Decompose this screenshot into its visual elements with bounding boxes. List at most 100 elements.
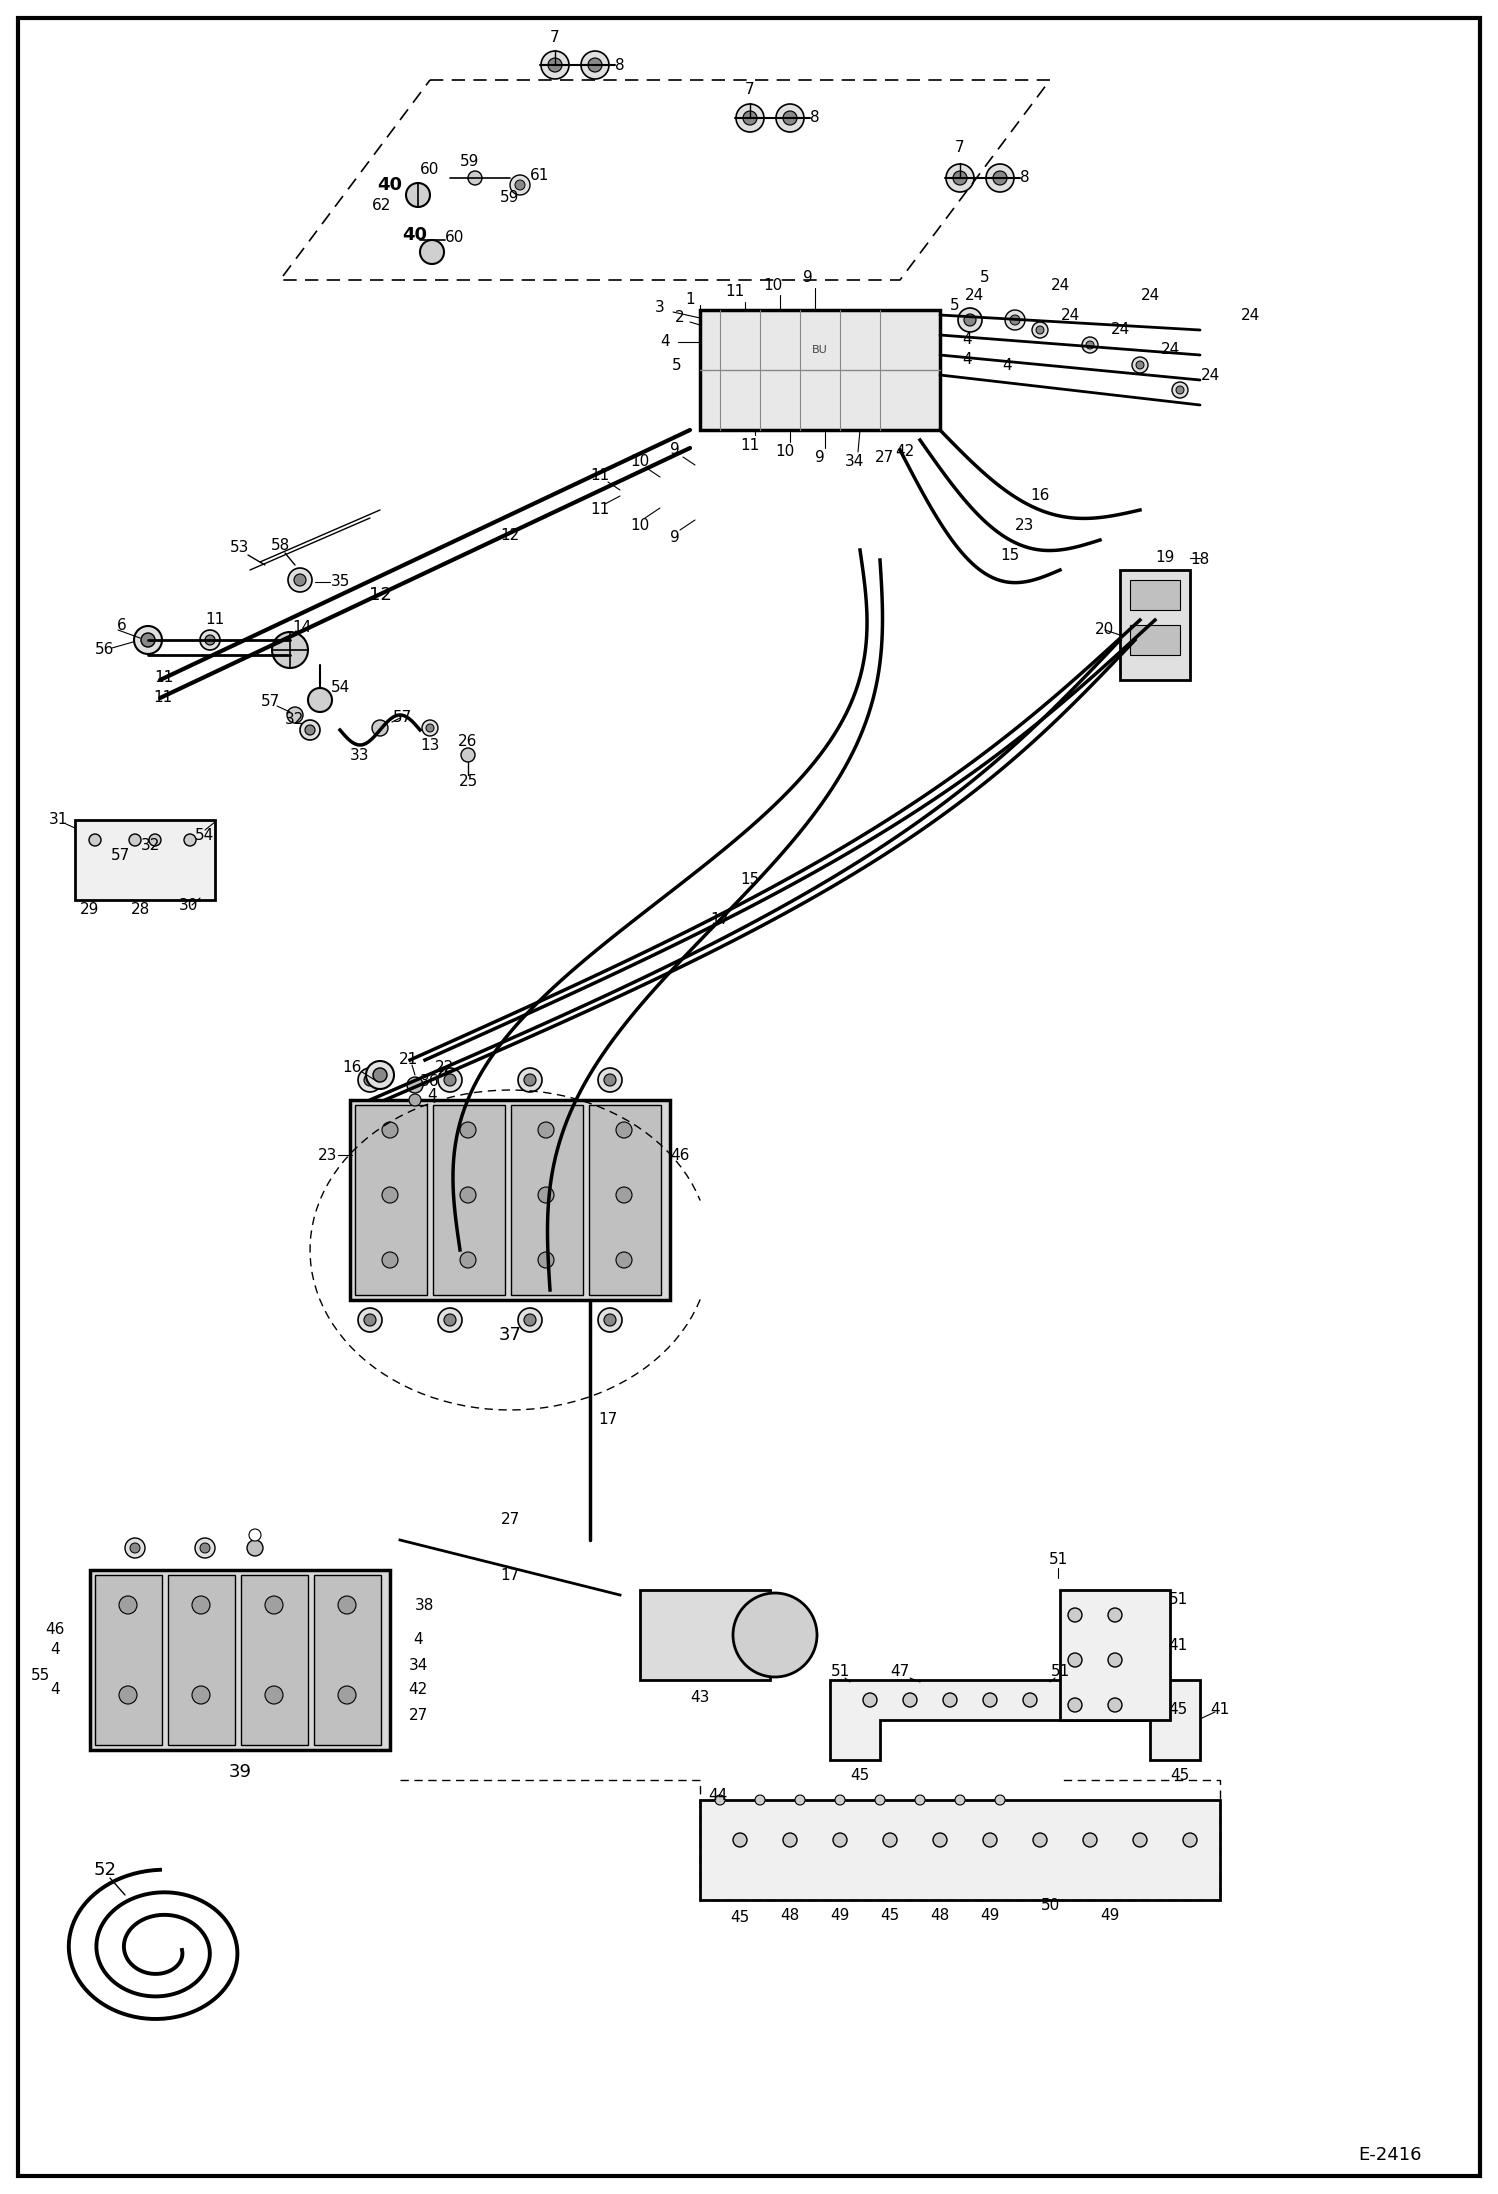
Circle shape	[947, 165, 974, 193]
Text: 11: 11	[590, 502, 610, 518]
Text: 55: 55	[30, 1667, 49, 1683]
Text: 24: 24	[1050, 276, 1070, 292]
Circle shape	[755, 1795, 765, 1806]
Circle shape	[419, 239, 443, 263]
Bar	[75, 821, 216, 900]
Text: 41: 41	[1210, 1703, 1230, 1718]
Circle shape	[300, 720, 321, 739]
Text: 23: 23	[318, 1147, 337, 1163]
Text: 26: 26	[458, 735, 478, 750]
Text: 49: 49	[830, 1907, 849, 1922]
Circle shape	[515, 180, 524, 191]
Circle shape	[953, 171, 968, 184]
Circle shape	[130, 1542, 139, 1553]
Text: 50: 50	[1041, 1898, 1059, 1913]
Text: 36: 36	[421, 1075, 440, 1090]
Text: 8: 8	[1020, 171, 1029, 186]
Circle shape	[509, 176, 530, 195]
Circle shape	[205, 634, 216, 645]
Circle shape	[524, 1075, 536, 1086]
Text: 31: 31	[48, 812, 67, 827]
Circle shape	[201, 630, 220, 649]
Text: 5: 5	[980, 270, 990, 285]
Circle shape	[795, 1795, 804, 1806]
Circle shape	[339, 1595, 357, 1615]
Text: E-2416: E-2416	[1359, 2146, 1422, 2163]
Circle shape	[965, 314, 977, 327]
Text: 24: 24	[1200, 369, 1219, 382]
Circle shape	[443, 1314, 455, 1325]
Circle shape	[1109, 1652, 1122, 1667]
Circle shape	[598, 1308, 622, 1332]
Text: 24: 24	[1061, 307, 1080, 323]
Circle shape	[776, 103, 804, 132]
Text: 62: 62	[373, 197, 391, 213]
Circle shape	[372, 720, 388, 735]
Text: 45: 45	[1170, 1768, 1189, 1782]
Text: 59: 59	[460, 154, 479, 169]
Text: 4: 4	[51, 1643, 60, 1656]
Text: 51: 51	[830, 1665, 849, 1678]
Text: 4: 4	[413, 1632, 422, 1648]
Text: 4: 4	[962, 333, 972, 347]
Circle shape	[467, 171, 482, 184]
Text: 13: 13	[421, 737, 440, 753]
Circle shape	[783, 1832, 797, 1847]
Text: BU: BU	[812, 344, 828, 355]
Text: 29: 29	[81, 902, 100, 917]
Circle shape	[1034, 1832, 1047, 1847]
Circle shape	[437, 1068, 461, 1093]
Text: 5: 5	[950, 298, 960, 312]
Text: 40: 40	[403, 226, 427, 244]
Circle shape	[986, 165, 1014, 193]
Circle shape	[616, 1253, 632, 1268]
Bar	[433, 1106, 505, 1294]
Text: 9: 9	[803, 270, 813, 285]
Text: 46: 46	[670, 1147, 689, 1163]
Bar	[1129, 579, 1180, 610]
Circle shape	[581, 50, 610, 79]
Bar	[241, 1575, 309, 1744]
Text: 58: 58	[270, 538, 289, 553]
Circle shape	[265, 1595, 283, 1615]
Polygon shape	[830, 1681, 1200, 1760]
Text: 24: 24	[1240, 307, 1260, 323]
Circle shape	[407, 1077, 422, 1093]
Text: 9: 9	[670, 531, 680, 546]
Circle shape	[1010, 316, 1020, 325]
Text: 41: 41	[1168, 1637, 1188, 1652]
Text: 34: 34	[845, 454, 864, 470]
Circle shape	[306, 724, 315, 735]
Circle shape	[1109, 1698, 1122, 1711]
Circle shape	[1083, 1832, 1097, 1847]
Text: 3: 3	[655, 301, 665, 316]
Circle shape	[141, 634, 154, 647]
Text: 11: 11	[205, 612, 225, 627]
Text: 54: 54	[195, 827, 214, 842]
Text: 32: 32	[141, 838, 160, 853]
Text: 40: 40	[377, 176, 403, 193]
Text: 46: 46	[45, 1624, 64, 1637]
Circle shape	[903, 1694, 917, 1707]
Text: 6: 6	[117, 617, 127, 632]
Bar	[700, 309, 941, 430]
Bar	[315, 1575, 380, 1744]
Circle shape	[1143, 1694, 1156, 1707]
Text: 7: 7	[745, 83, 755, 97]
Text: 61: 61	[530, 167, 550, 182]
Circle shape	[983, 1694, 998, 1707]
Circle shape	[959, 307, 983, 331]
Circle shape	[736, 103, 764, 132]
Text: 11: 11	[740, 437, 759, 452]
Text: 4: 4	[51, 1683, 60, 1698]
Text: 43: 43	[691, 1692, 710, 1705]
Text: 34: 34	[409, 1656, 428, 1672]
Circle shape	[358, 1068, 382, 1093]
Circle shape	[1064, 1694, 1077, 1707]
Circle shape	[733, 1593, 816, 1676]
Text: 42: 42	[896, 445, 915, 459]
Text: 21: 21	[398, 1053, 418, 1068]
Bar	[640, 1591, 770, 1681]
Text: 28: 28	[130, 902, 150, 917]
Text: 4: 4	[1002, 358, 1011, 373]
